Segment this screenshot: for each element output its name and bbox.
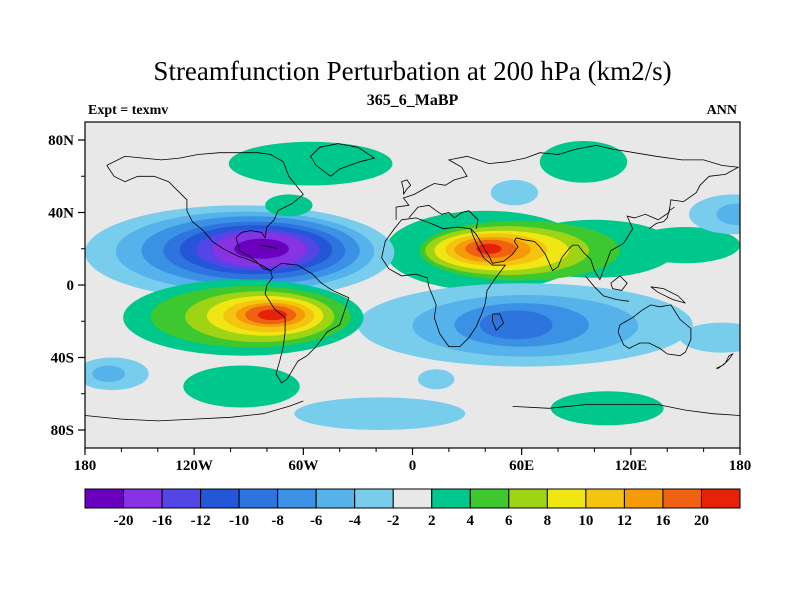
colorbar-label: 20 [694, 513, 709, 529]
colorbar-label: 16 [655, 513, 671, 529]
south-africa-negative-spot [418, 369, 455, 390]
colorbar-label: -20 [114, 513, 134, 529]
x-tick-label: 180 [74, 458, 97, 474]
x-tick-label: 180 [729, 458, 752, 474]
plot-subtitle: 365_6_MaBP [366, 92, 459, 109]
colorbar-label: 2 [428, 513, 436, 529]
colorbar-segment [623, 488, 664, 509]
north-africa-asia-positive [630, 227, 740, 264]
y-tick-label: 0 [67, 278, 75, 294]
colorbar-segment [431, 488, 471, 509]
coastline [617, 304, 692, 357]
colorbar-segment [315, 488, 356, 509]
coastline [264, 262, 350, 384]
arctic-canada-green [228, 141, 393, 186]
north-africa-asia-positive [476, 243, 502, 254]
y-tick-label: 40N [48, 206, 74, 222]
coastline [408, 204, 479, 229]
central-asia-negative-spot [490, 179, 539, 206]
coastline [584, 275, 630, 302]
south-america-positive [257, 309, 287, 321]
colorbar-segment [546, 488, 587, 509]
colorbar-segment [585, 488, 625, 509]
colorbar-label: -4 [348, 513, 361, 529]
colorbar-segment [700, 488, 741, 509]
coastline [512, 404, 740, 416]
south-pacific-west-negative [92, 365, 126, 382]
south-pacific-east-negative [680, 322, 740, 353]
contour-field [85, 141, 740, 431]
colorbar-label: 4 [467, 513, 475, 529]
south-indian-negative [479, 310, 553, 340]
colorbar-label: -12 [191, 513, 211, 529]
coastline [106, 152, 304, 271]
coastline [648, 206, 675, 230]
colorbar-segment [84, 488, 125, 509]
colorbar-segment [392, 488, 433, 509]
colorbar-label: -16 [152, 513, 172, 529]
x-tick-label: 0 [409, 458, 417, 474]
coastline [716, 352, 734, 369]
west-pacific-edge-negative [716, 203, 740, 226]
coastline [310, 143, 376, 177]
colorbar-label: -2 [387, 513, 400, 529]
x-tick-label: 120W [175, 458, 213, 474]
coastline [85, 400, 304, 422]
coastline [492, 313, 504, 332]
x-tick-label: 60W [288, 458, 318, 474]
x-tick-label: 120E [615, 458, 648, 474]
colorbar-segment [123, 488, 163, 509]
south-australia-green [550, 391, 664, 426]
colorbar-label: 12 [617, 513, 632, 529]
experiment-label: Expt = texmv [88, 103, 169, 118]
plot-title: Streamfunction Perturbation at 200 hPa (… [153, 56, 672, 86]
colorbar-label: 10 [578, 513, 593, 529]
y-tick-label: 80N [48, 133, 74, 149]
south-atlantic-negative [294, 397, 466, 431]
arctic-siberia-green [539, 141, 628, 183]
colorbar-segment [161, 488, 202, 509]
colorbar-segment [277, 488, 317, 509]
season-label: ANN [706, 103, 737, 118]
colorbar-segment [469, 488, 510, 509]
colorbar-segment [508, 488, 548, 509]
north-pacific-negative [234, 238, 289, 259]
x-tick-label: 60E [509, 458, 534, 474]
y-tick-label: 40S [51, 351, 74, 367]
coastline [401, 179, 412, 195]
coastline [259, 244, 279, 250]
colorbar-label: -8 [271, 513, 284, 529]
southeast-pacific-green [183, 365, 300, 408]
colorbar-label: -6 [310, 513, 323, 529]
coastline [395, 144, 740, 281]
y-tick-label: 80S [51, 423, 74, 439]
colorbar-label: -10 [229, 513, 249, 529]
colorbar-label: 6 [505, 513, 513, 529]
colorbar-segment [354, 488, 394, 509]
colorbar-label: 8 [544, 513, 552, 529]
west-pacific-edge-negative [689, 194, 740, 235]
colorbar-segment [200, 488, 240, 509]
coastline [650, 286, 686, 304]
colorbar-segment [238, 488, 279, 509]
colorbar-segment [662, 488, 702, 509]
coastline [610, 275, 628, 291]
